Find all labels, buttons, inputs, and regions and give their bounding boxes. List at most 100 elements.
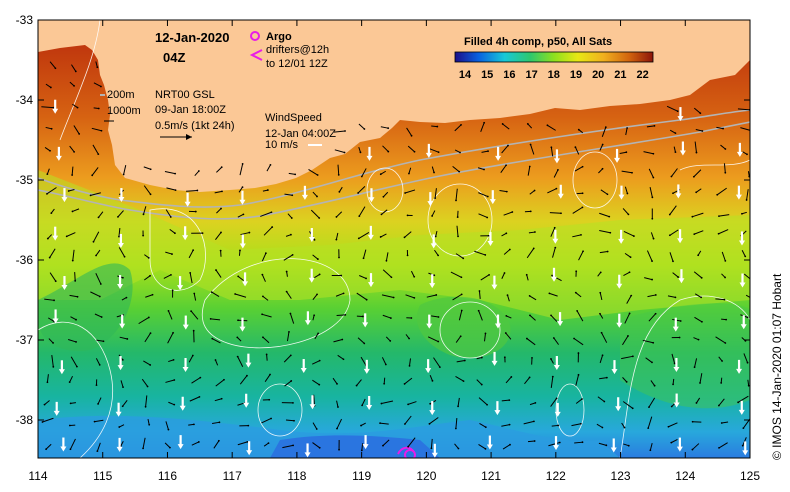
current-arrow [671,168,678,177]
current-arrow [501,272,505,279]
y-axis-ticks: -33 -34 -35 -36 -37 -38 [16,13,750,427]
current-arrow [405,294,415,299]
current-arrow [312,294,318,300]
current-arrow [93,231,100,243]
current-arrowhead [92,240,95,243]
x-tick-label: 115 [93,469,112,483]
current-arrow [313,274,320,279]
current-arrow [550,398,558,407]
current-arrowhead [625,151,628,154]
current-arrow [122,399,128,407]
current-arrowhead [651,361,653,364]
current-arrowhead [379,173,382,176]
current-arrowhead [389,317,392,319]
current-arrowhead [289,354,292,357]
wind-arrowhead [182,367,189,373]
current-arrowhead [428,422,431,425]
current-arrowhead [192,249,195,252]
current-arrowhead [357,237,360,240]
current-arrow [672,272,679,278]
current-arrowhead [404,192,407,194]
current-arrowhead [454,427,457,430]
current-arrowhead [69,402,72,405]
current-arrow [506,315,512,319]
current-arrowhead [189,271,192,274]
current-arrow [168,359,174,363]
eddy-green [416,296,511,359]
wind-arrowhead [53,410,60,416]
wind-arrowhead [552,238,559,244]
current-arrowhead [413,150,416,153]
wind-arrowhead [177,285,184,291]
current-arrow [429,375,433,382]
current-arrowhead [78,133,81,135]
current-arrow [667,295,676,298]
wind-arrowhead [239,243,246,249]
current-arrowhead [721,360,723,362]
current-arrowhead [337,173,340,176]
current-arrow [622,335,629,346]
wind-arrowhead [553,365,560,371]
current-arrow [642,339,654,344]
current-arrowhead [379,236,382,238]
wind-arrowhead [61,197,68,203]
current-arrowhead [125,296,128,299]
current-arrow [120,380,124,388]
current-arrowhead [459,335,462,338]
current-arrowhead [218,421,221,424]
wind-arrowhead [489,199,496,205]
current-arrow [312,379,320,386]
current-arrow [118,228,121,237]
current-arrow [527,166,531,176]
current-arrowhead [505,232,508,235]
wind-arrowhead [739,282,746,288]
current-arrow [285,419,295,422]
current-arrow [380,170,387,175]
current-arrow [165,379,175,383]
current-arrowhead [697,338,700,341]
current-arrow [91,127,102,132]
current-arrowhead [629,256,632,259]
current-arrow [478,397,488,406]
wind-arrowhead [431,452,438,458]
current-arrow [168,401,175,406]
current-arrowhead [193,292,196,295]
drifter-legend-icon [249,49,263,61]
current-arrow [337,164,340,175]
cool-patch-west [38,263,133,351]
wind-arrowhead [304,320,311,326]
current-arrow [550,315,558,322]
current-vector-field [41,61,750,458]
current-arrowhead [431,215,434,217]
current-arrow [452,293,462,301]
current-arrowhead [46,381,49,384]
wind-arrowhead [678,278,685,284]
current-arrow [527,123,533,129]
current-arrow [505,332,512,340]
current-arrowhead [313,238,316,241]
current-arrowhead [337,406,339,408]
wind-arrowhead [61,285,68,291]
current-arrowhead [651,217,654,220]
current-arrowhead [291,194,294,197]
contour-1000m [38,121,750,220]
wind-arrowhead [426,323,433,329]
current-arrow [261,313,272,318]
current-arrow [385,336,391,342]
current-arrow [216,208,222,214]
current-arrow [336,314,346,316]
current-arrowhead [392,296,395,299]
current-arrowhead [237,319,239,322]
current-arrow [502,123,510,130]
current-arrowhead [316,174,319,176]
current-arrowhead [670,175,673,178]
current-arrowhead [695,151,698,154]
current-arrow [746,189,749,201]
current-arrowhead [742,427,745,430]
current-arrow [476,379,483,385]
current-arrowhead [526,123,529,125]
current-arrowhead [121,359,124,361]
current-arrowhead [344,130,346,132]
current-arrow [72,208,80,212]
current-arrowhead [601,167,604,170]
